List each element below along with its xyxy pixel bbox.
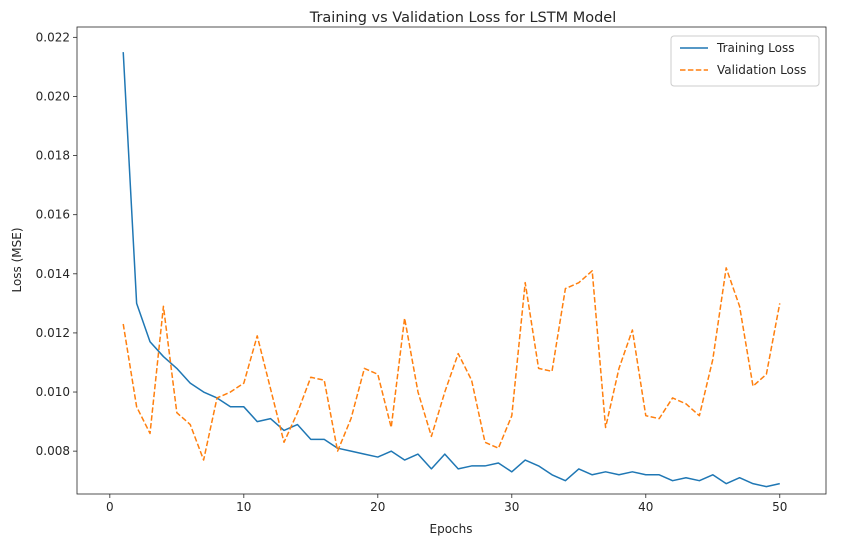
legend-entry-label: Training Loss xyxy=(716,41,794,55)
x-axis: 0 10 20 30 40 50 xyxy=(106,494,787,514)
chart-title: Training vs Validation Loss for LSTM Mod… xyxy=(309,10,617,26)
x-tick-label: 10 xyxy=(236,500,251,514)
legend: Training Loss Validation Loss xyxy=(670,35,820,87)
plot-frame xyxy=(76,26,827,495)
y-tick-label: 0.020 xyxy=(36,89,70,103)
y-tick-label: 0.012 xyxy=(36,326,70,340)
y-axis-label: Loss (MSE) xyxy=(10,227,24,292)
x-tick-label: 40 xyxy=(638,500,653,514)
y-tick-label: 0.010 xyxy=(36,385,70,399)
y-axis: 0.008 0.010 0.012 0.014 0.016 0.018 0.020 0.022 xyxy=(36,30,77,458)
series-group xyxy=(122,52,781,488)
x-axis-label: Epochs xyxy=(430,522,473,536)
series-line-training-loss xyxy=(122,52,780,488)
y-tick-label: 0.018 xyxy=(36,149,70,163)
y-tick-label: 0.022 xyxy=(36,30,70,44)
x-tick-label: 30 xyxy=(504,500,519,514)
x-tick-label: 0 xyxy=(106,500,114,514)
x-tick-label: 50 xyxy=(772,500,787,514)
series-line-validation-loss xyxy=(122,267,781,461)
y-tick-label: 0.008 xyxy=(36,444,70,458)
y-tick-label: 0.014 xyxy=(36,267,70,281)
x-tick-label: 20 xyxy=(370,500,385,514)
legend-entry-label: Validation Loss xyxy=(717,63,806,77)
y-tick-label: 0.016 xyxy=(36,208,70,222)
